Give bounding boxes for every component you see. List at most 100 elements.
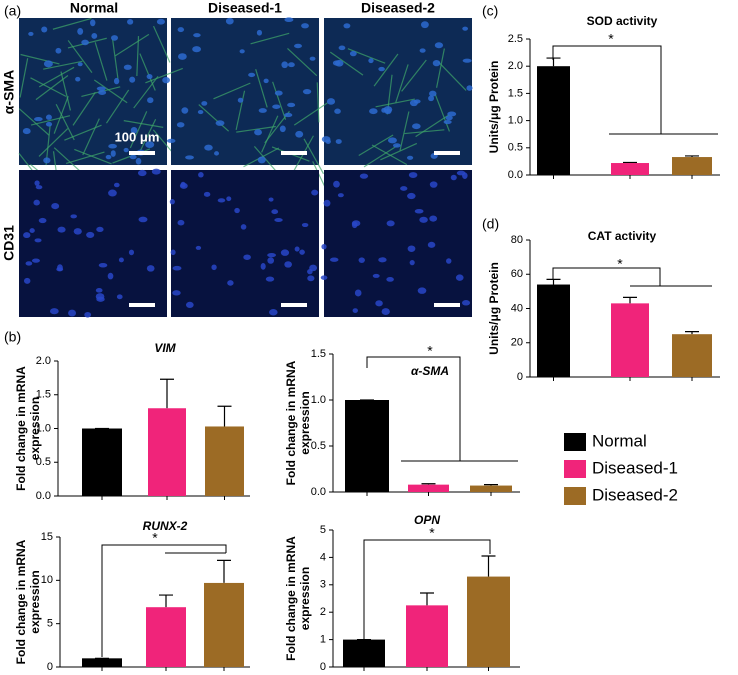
y-tick-label: 0 bbox=[47, 661, 53, 673]
chart-title: CAT activity bbox=[588, 229, 657, 243]
fiber bbox=[303, 138, 325, 175]
scale-bar bbox=[281, 151, 307, 155]
nucleus bbox=[98, 262, 108, 268]
scale-bar bbox=[281, 303, 307, 307]
nucleus bbox=[284, 17, 294, 23]
nucleus bbox=[386, 220, 395, 227]
micrograph-grid: 100 μm bbox=[18, 17, 473, 318]
nucleus bbox=[138, 216, 148, 223]
nucleus bbox=[429, 215, 438, 222]
y-axis-label: Units/μg Protein bbox=[487, 262, 501, 355]
column-header: Normal bbox=[70, 0, 118, 16]
nucleus bbox=[28, 31, 34, 36]
fiber bbox=[139, 53, 156, 91]
nucleus bbox=[123, 64, 132, 70]
legend-label: Normal bbox=[592, 431, 647, 450]
nucleus bbox=[211, 264, 217, 271]
nucleus bbox=[462, 58, 472, 63]
nucleus bbox=[414, 209, 424, 214]
fiber bbox=[401, 59, 427, 92]
fiber bbox=[395, 64, 409, 103]
nucleus bbox=[45, 114, 52, 120]
scale-bar bbox=[129, 151, 155, 155]
nucleus bbox=[147, 97, 154, 104]
nucleus bbox=[381, 308, 390, 316]
nucleus bbox=[204, 144, 213, 151]
nucleus bbox=[450, 174, 457, 181]
column-header: Diseased-1 bbox=[208, 0, 282, 16]
nucleus bbox=[77, 62, 83, 67]
nucleus bbox=[57, 226, 66, 233]
nucleus bbox=[256, 29, 263, 36]
nucleus bbox=[129, 154, 137, 160]
nucleus bbox=[407, 245, 416, 252]
chart-title: SOD activity bbox=[587, 14, 658, 28]
fiber bbox=[272, 81, 287, 120]
nucleus bbox=[351, 220, 361, 227]
fiber bbox=[415, 114, 450, 138]
fiber bbox=[434, 93, 451, 132]
nucleus bbox=[284, 261, 292, 268]
nucleus bbox=[301, 23, 309, 29]
chart-title: RUNX-2 bbox=[143, 519, 188, 533]
nucleus bbox=[129, 76, 136, 83]
nucleus bbox=[309, 56, 316, 61]
nucleus bbox=[108, 143, 117, 149]
y-tick-label: 0.5 bbox=[36, 456, 51, 468]
error-bar bbox=[217, 405, 232, 427]
nucleus bbox=[156, 18, 165, 25]
row-header: α-SMA bbox=[1, 70, 17, 114]
nucleus bbox=[443, 120, 452, 125]
nucleus bbox=[267, 257, 275, 264]
bar bbox=[82, 658, 122, 667]
y-tick-label: 4 bbox=[320, 551, 326, 563]
error-bar bbox=[546, 278, 561, 285]
nucleus bbox=[70, 214, 77, 219]
bar bbox=[672, 334, 712, 377]
significance-bracket bbox=[363, 539, 491, 662]
fiber bbox=[287, 47, 318, 77]
y-tick-label: 1.5 bbox=[508, 87, 523, 99]
nucleus bbox=[284, 112, 293, 118]
error-bar bbox=[685, 155, 699, 158]
fiber bbox=[363, 144, 399, 168]
nucleus bbox=[461, 300, 471, 306]
nucleus bbox=[392, 143, 401, 148]
nucleus bbox=[320, 275, 328, 280]
nucleus bbox=[447, 111, 457, 117]
error-bar bbox=[217, 559, 231, 583]
nucleus bbox=[307, 275, 315, 282]
nucleus bbox=[73, 228, 82, 235]
nucleus bbox=[269, 309, 278, 316]
nucleus bbox=[193, 33, 201, 38]
fiber bbox=[67, 40, 93, 73]
legend-swatch bbox=[564, 433, 586, 451]
fiber bbox=[136, 36, 140, 77]
nucleus bbox=[272, 104, 281, 109]
y-tick-label: 0.0 bbox=[36, 490, 51, 502]
nucleus bbox=[172, 265, 182, 271]
nucleus bbox=[311, 189, 319, 196]
nucleus bbox=[180, 181, 186, 188]
fiber bbox=[375, 98, 415, 108]
legend-label: Diseased-2 bbox=[592, 485, 678, 504]
y-tick-label: 60 bbox=[511, 268, 523, 280]
error-bar bbox=[481, 555, 496, 577]
y-axis-label: Fold change in mRNA bbox=[14, 366, 28, 491]
nucleus bbox=[25, 261, 33, 266]
error-bar bbox=[623, 161, 637, 164]
nucleus bbox=[258, 108, 267, 113]
nucleus bbox=[49, 308, 59, 315]
nucleus bbox=[225, 17, 234, 25]
y-tick-label: 40 bbox=[511, 302, 523, 314]
bar bbox=[611, 303, 649, 377]
chart-title: VIM bbox=[154, 341, 176, 355]
nucleus bbox=[429, 181, 438, 188]
nucleus bbox=[201, 101, 208, 106]
scale-bar bbox=[434, 303, 460, 307]
y-tick-label: 2.0 bbox=[36, 355, 51, 367]
bar bbox=[406, 605, 448, 667]
nucleus bbox=[234, 207, 240, 214]
y-tick-label: 5 bbox=[47, 618, 53, 630]
